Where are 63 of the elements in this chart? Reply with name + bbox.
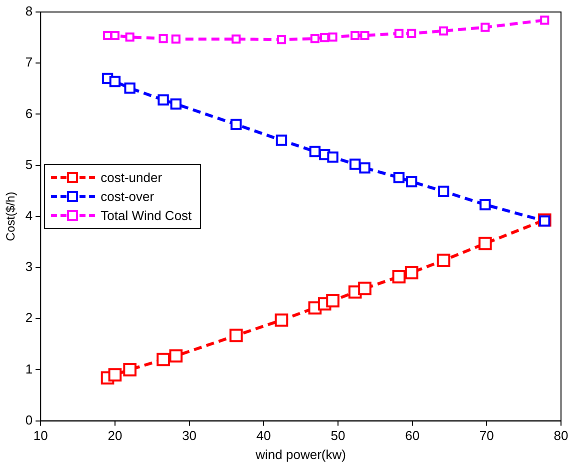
- y-tick-label: 5: [25, 156, 33, 172]
- y-tick-label: 6: [25, 106, 33, 121]
- x-tick-label: 10: [33, 428, 48, 444]
- point: [406, 176, 418, 188]
- x-tick-label: 50: [330, 428, 346, 444]
- point: [158, 94, 169, 106]
- point: [232, 34, 241, 44]
- y-tick-label: 2: [25, 310, 33, 326]
- legend-label: cost-over: [100, 188, 154, 204]
- y-tick-label: 1: [25, 361, 33, 376]
- point: [439, 26, 448, 36]
- legend-label: cost-under: [100, 170, 162, 185]
- point: [392, 270, 406, 284]
- point: [540, 16, 550, 25]
- x-axis-title: wind power(kw): [254, 446, 346, 462]
- point: [229, 328, 243, 342]
- point: [170, 98, 182, 110]
- point: [358, 282, 372, 296]
- point: [350, 30, 360, 40]
- point: [359, 162, 370, 174]
- point: [109, 76, 121, 88]
- point: [394, 28, 404, 38]
- point: [480, 22, 490, 32]
- point: [276, 134, 288, 146]
- point: [327, 152, 338, 163]
- point: [125, 32, 134, 42]
- x-tick-label: 30: [182, 428, 197, 444]
- y-axis-title: Cost($/h): [4, 192, 18, 242]
- point: [156, 352, 170, 366]
- legend-label: Total Wind Cost: [100, 208, 192, 223]
- point: [276, 35, 286, 44]
- point: [169, 349, 183, 363]
- point: [407, 28, 416, 38]
- y-tick-label: 4: [25, 208, 33, 223]
- point: [436, 254, 450, 268]
- point: [360, 30, 370, 40]
- y-tick-label: 0: [25, 412, 33, 428]
- point: [274, 313, 288, 327]
- x-tick-label: 80: [554, 428, 568, 444]
- x-tick-label: 60: [405, 428, 420, 444]
- y-tick-label: 8: [25, 4, 33, 19]
- point: [124, 82, 136, 94]
- point: [326, 294, 340, 308]
- point: [328, 32, 338, 42]
- point: [158, 34, 168, 44]
- point: [480, 199, 491, 210]
- point: [393, 172, 405, 184]
- point: [404, 266, 418, 280]
- point: [438, 186, 450, 197]
- point: [320, 33, 330, 42]
- x-tick-label: 40: [256, 428, 271, 444]
- point: [310, 34, 320, 44]
- point: [123, 363, 136, 376]
- x-tick-label: 70: [479, 428, 494, 444]
- point: [349, 158, 361, 170]
- x-tick-label: 20: [108, 428, 122, 444]
- point: [478, 236, 492, 250]
- y-tick-label: 3: [25, 259, 33, 274]
- point: [230, 118, 242, 130]
- point: [309, 146, 321, 158]
- point: [171, 34, 180, 44]
- y-tick-label: 7: [25, 54, 33, 70]
- point: [108, 368, 122, 382]
